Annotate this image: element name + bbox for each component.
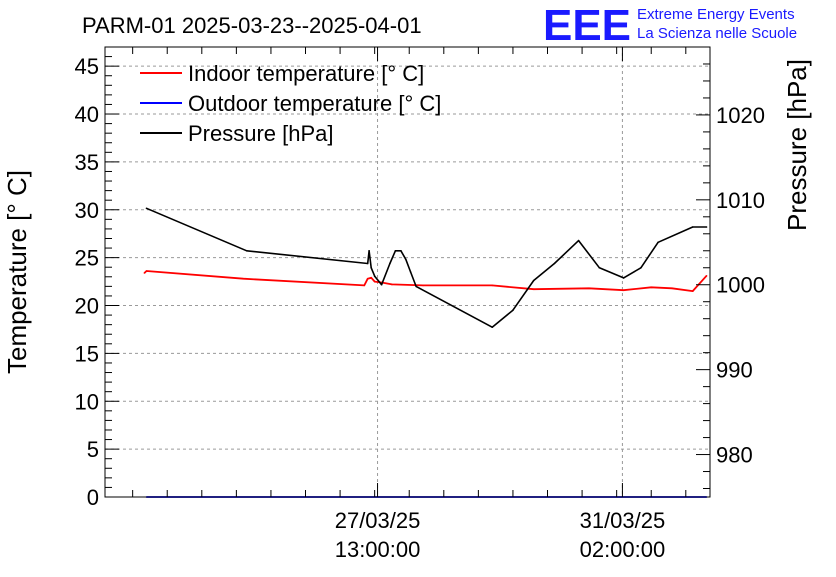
series-line-pressure-hpa bbox=[146, 207, 707, 329]
left-tick-label: 15 bbox=[75, 341, 99, 366]
right-axis-label: Pressure [hPa] bbox=[782, 59, 812, 231]
series-point-pressure-hpa bbox=[245, 249, 248, 252]
series-point-pressure-hpa bbox=[370, 266, 373, 269]
series-point-pressure-hpa bbox=[368, 249, 370, 252]
left-tick-label: 30 bbox=[75, 198, 99, 223]
series-point-indoor-temperature-c bbox=[650, 286, 653, 289]
x-tick-date: 31/03/25 bbox=[580, 508, 666, 533]
series-point-pressure-hpa bbox=[404, 258, 407, 261]
legend: Indoor temperature [° C] Outdoor temperat… bbox=[140, 61, 441, 146]
series-point-pressure-hpa bbox=[577, 239, 580, 242]
left-tick-label: 20 bbox=[75, 294, 99, 319]
series-point-indoor-temperature-c bbox=[491, 284, 494, 287]
series-point-indoor-temperature-c bbox=[532, 288, 535, 291]
series-point-indoor-temperature-c bbox=[145, 270, 148, 272]
series-point-indoor-temperature-c bbox=[242, 277, 245, 280]
series-point-indoor-temperature-c bbox=[588, 287, 590, 290]
plot-frame bbox=[104, 46, 711, 498]
grid bbox=[105, 47, 710, 497]
x-tick-time: 13:00:00 bbox=[335, 537, 421, 562]
right-axis: 980 990 1000 1010 1020 bbox=[696, 46, 765, 490]
series-point-indoor-temperature-c bbox=[391, 283, 393, 286]
legend-label: Pressure [hPa] bbox=[188, 121, 334, 146]
series-point-pressure-hpa bbox=[145, 207, 148, 210]
series-line-indoor-temperature-c bbox=[143, 270, 708, 293]
left-tick-label: 45 bbox=[75, 54, 99, 79]
left-tick-label: 25 bbox=[75, 246, 99, 271]
series-point-indoor-temperature-c bbox=[143, 272, 146, 274]
x-axis: 27/03/25 13:00:00 31/03/25 02:00:00 bbox=[132, 47, 687, 562]
right-tick-label: 1010 bbox=[716, 188, 765, 213]
legend-label: Outdoor temperature [° C] bbox=[188, 91, 441, 116]
left-tick-label: 35 bbox=[75, 150, 99, 175]
series-point-indoor-temperature-c bbox=[366, 277, 369, 280]
series-point-pressure-hpa bbox=[380, 283, 383, 286]
series-point-pressure-hpa bbox=[622, 277, 625, 279]
series-point-pressure-hpa bbox=[394, 249, 397, 252]
series-point-indoor-temperature-c bbox=[622, 289, 625, 291]
series-point-pressure-hpa bbox=[389, 262, 391, 265]
right-tick-label: 980 bbox=[716, 443, 753, 468]
right-tick-label: 990 bbox=[716, 358, 753, 383]
left-tick-label: 0 bbox=[87, 485, 99, 510]
series-point-pressure-hpa bbox=[409, 271, 412, 273]
series-point-pressure-hpa bbox=[512, 309, 514, 312]
series-point-indoor-temperature-c bbox=[671, 287, 673, 290]
left-axis-label: Temperature [° C] bbox=[2, 170, 32, 374]
left-tick-label: 40 bbox=[75, 102, 99, 127]
series-point-indoor-temperature-c bbox=[691, 290, 694, 292]
x-tick-date: 27/03/25 bbox=[335, 508, 421, 533]
series-point-indoor-temperature-c bbox=[363, 284, 366, 287]
series-point-pressure-hpa bbox=[657, 241, 659, 244]
series-point-pressure-hpa bbox=[691, 226, 694, 228]
series-point-pressure-hpa bbox=[491, 326, 494, 328]
series-point-pressure-hpa bbox=[640, 266, 642, 269]
right-tick-label: 1000 bbox=[716, 273, 765, 298]
right-tick-label: 1020 bbox=[716, 103, 765, 128]
series-point-pressure-hpa bbox=[415, 285, 417, 288]
series-point-pressure-hpa bbox=[598, 266, 601, 269]
series-point-pressure-hpa bbox=[532, 279, 535, 282]
series-point-pressure-hpa bbox=[705, 226, 708, 228]
series-point-indoor-temperature-c bbox=[422, 284, 424, 287]
series-point-pressure-hpa bbox=[373, 275, 376, 278]
series-point-pressure-hpa bbox=[400, 249, 402, 252]
series-point-pressure-hpa bbox=[366, 262, 369, 265]
left-axis: 0 5 10 15 20 25 30 35 40 45 bbox=[75, 46, 119, 510]
logo-line-1: Extreme Energy Events bbox=[637, 6, 795, 23]
legend-label: Indoor temperature [° C] bbox=[188, 61, 424, 86]
x-tick-time: 02:00:00 bbox=[580, 537, 666, 562]
series-point-indoor-temperature-c bbox=[705, 275, 708, 277]
left-tick-label: 10 bbox=[75, 389, 99, 414]
chart-title: PARM-01 2025-03-23--2025-04-01 bbox=[82, 13, 422, 38]
series-point-indoor-temperature-c bbox=[370, 276, 373, 279]
logo-line-2: La Scienza nelle Scuole bbox=[637, 25, 797, 42]
series-point-indoor-temperature-c bbox=[373, 280, 376, 283]
eee-logo: EEE bbox=[543, 1, 631, 50]
series-point-pressure-hpa bbox=[553, 262, 556, 265]
left-tick-label: 5 bbox=[87, 437, 99, 462]
